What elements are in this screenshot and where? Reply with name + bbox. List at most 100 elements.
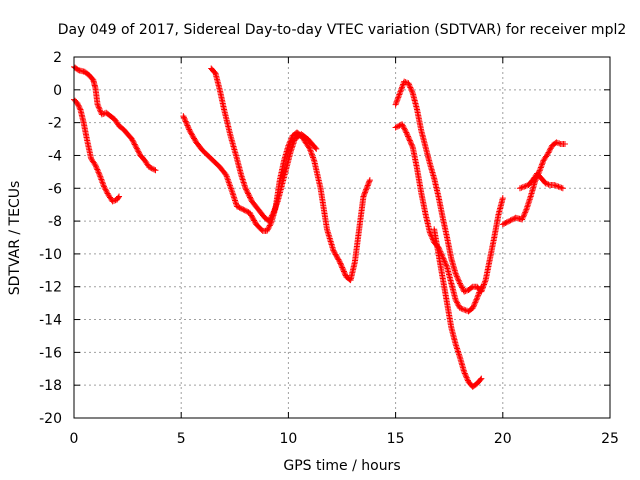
data-point — [393, 98, 400, 105]
data-point — [458, 305, 465, 312]
data-point — [131, 141, 138, 148]
data-point — [393, 100, 400, 107]
data-point — [248, 213, 255, 220]
y-tick-label: -14 — [39, 313, 62, 329]
data-point — [273, 201, 280, 208]
x-axis-label: GPS time / hours — [283, 458, 400, 474]
data-point — [331, 250, 338, 257]
data-point — [409, 142, 416, 149]
data-point — [554, 139, 561, 146]
data-point — [406, 83, 413, 90]
data-point — [286, 139, 293, 146]
data-point — [332, 251, 339, 258]
data-point — [542, 180, 549, 187]
data-point — [538, 163, 545, 170]
data-point — [99, 180, 106, 187]
data-point — [339, 264, 346, 271]
data-point — [101, 184, 108, 191]
data-point — [331, 248, 338, 255]
data-point — [396, 91, 403, 98]
data-point — [285, 142, 292, 149]
data-point — [520, 212, 527, 219]
data-point — [551, 181, 558, 188]
data-point — [135, 148, 142, 155]
axis-ticks — [73, 56, 611, 419]
data-point — [392, 101, 399, 108]
data-point — [98, 177, 105, 184]
data-point — [95, 169, 102, 176]
data-point — [476, 289, 483, 296]
data-point — [553, 139, 560, 146]
data-point — [409, 88, 416, 95]
data-point — [236, 204, 243, 211]
data-point — [242, 207, 249, 214]
data-point — [443, 262, 450, 269]
data-point — [516, 185, 523, 192]
data-point — [237, 205, 244, 212]
data-point — [363, 186, 370, 193]
data-point — [333, 252, 340, 259]
data-point — [502, 220, 509, 227]
data-point — [454, 274, 461, 281]
data-point — [538, 161, 545, 168]
data-point — [561, 140, 568, 147]
data-point — [185, 123, 192, 130]
data-series — [516, 170, 566, 192]
data-point — [399, 84, 406, 91]
data-point — [103, 189, 110, 196]
data-series — [71, 96, 123, 205]
data-point — [454, 299, 461, 306]
data-point — [264, 226, 271, 233]
data-point — [187, 129, 194, 136]
data-series — [499, 139, 568, 228]
data-point — [334, 255, 341, 262]
data-point — [519, 215, 526, 222]
data-point — [116, 193, 123, 200]
data-point — [397, 87, 404, 94]
data-point — [111, 197, 118, 204]
data-point — [559, 185, 566, 192]
data-point — [74, 99, 81, 106]
data-point — [244, 189, 251, 196]
data-point — [180, 113, 187, 120]
data-point — [186, 126, 193, 133]
data-point — [312, 144, 319, 151]
data-point — [340, 267, 347, 274]
x-tick-label: 0 — [70, 431, 79, 447]
data-point — [403, 130, 410, 137]
data-point — [503, 219, 510, 226]
data-point — [335, 256, 342, 263]
data-point — [407, 84, 414, 91]
data-point — [504, 218, 511, 225]
data-point — [555, 183, 562, 190]
data-point — [244, 208, 251, 215]
data-point — [518, 184, 525, 191]
data-point — [474, 295, 481, 302]
data-point — [408, 141, 415, 148]
data-point — [405, 133, 412, 140]
x-tick-label: 15 — [387, 431, 405, 447]
data-point — [128, 136, 135, 143]
data-point — [246, 209, 253, 216]
data-point — [95, 104, 102, 111]
x-tick-label: 10 — [279, 431, 297, 447]
data-point — [365, 179, 372, 186]
data-point — [94, 166, 101, 173]
data-point — [545, 181, 552, 188]
data-point — [521, 210, 528, 217]
data-point — [286, 141, 293, 148]
data-point — [455, 277, 462, 284]
data-point — [76, 105, 83, 112]
data-point — [258, 226, 265, 233]
data-point — [307, 148, 314, 155]
data-point — [499, 221, 506, 228]
data-series — [71, 63, 159, 174]
data-point — [181, 115, 188, 122]
data-point — [521, 183, 528, 190]
data-point — [182, 117, 189, 124]
data-point — [249, 214, 256, 221]
y-tick-label: -4 — [48, 148, 62, 164]
data-point — [546, 146, 553, 153]
data-point — [403, 129, 410, 136]
data-point — [330, 247, 337, 254]
